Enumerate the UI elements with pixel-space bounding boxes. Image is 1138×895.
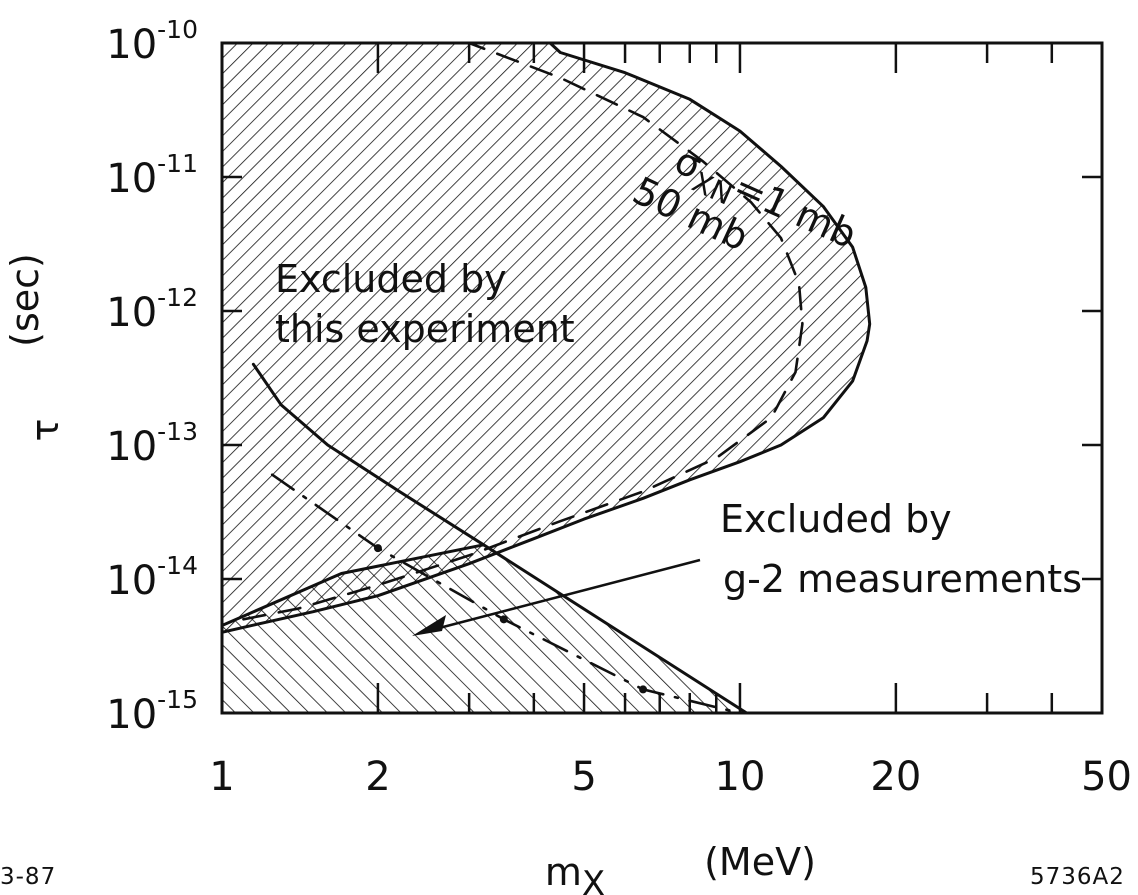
x-tick-labels: 1 2 5 10 20 50 (209, 754, 1132, 800)
series-line-4 (251, 362, 486, 547)
x-tick-label: 20 (870, 754, 921, 800)
excluded-g2-area (222, 544, 747, 713)
axis-ticks (220, 41, 1104, 715)
y-tick-label: 10-15 (106, 685, 198, 738)
y-tick-label: 10-12 (106, 283, 198, 336)
excluded-g2-line2: g-2 measurements (723, 557, 1082, 601)
series-line-2 (222, 543, 749, 713)
region-experiment (222, 43, 870, 633)
y-axis-unit: (sec) (3, 253, 47, 347)
x-tick-label: 50 (1081, 754, 1132, 800)
y-tick-label: 10-10 (106, 15, 198, 68)
excluded-experiment-line2: this experiment (275, 307, 575, 351)
series-marker (499, 615, 508, 624)
series-marker (373, 544, 382, 553)
x-tick-label: 5 (571, 754, 596, 800)
plot-frame (220, 41, 1104, 715)
series-markers (373, 544, 648, 694)
excluded-g2-line1: Excluded by (720, 497, 952, 541)
series-line-1 (242, 43, 804, 621)
series-marker (639, 685, 648, 694)
y-axis-label: τ (sec) (3, 253, 67, 441)
x-tick-label: 1 (209, 754, 234, 800)
x-tick-label: 10 (715, 754, 766, 800)
y-tick-label: 10-14 (106, 551, 198, 604)
footer-date: 3-87 (0, 864, 57, 890)
series-line-0 (222, 43, 872, 634)
y-tick-labels: 10-10 10-11 10-12 10-13 10-14 10-15 (106, 15, 198, 738)
excluded-experiment-line1: Excluded by (275, 257, 507, 301)
footer-figure-code: 5736A2 (1030, 864, 1125, 890)
excluded-experiment-area (222, 43, 870, 633)
x-axis-symbol: mX (545, 850, 605, 895)
y-tick-label: 10-11 (106, 149, 198, 202)
g2-pointer-arrow (412, 558, 701, 636)
region-g2 (222, 544, 747, 713)
x-axis-label: mX (MeV) (545, 840, 816, 895)
x-axis-unit: (MeV) (704, 840, 816, 884)
x-tick-label: 2 (365, 754, 390, 800)
y-tick-label: 10-13 (106, 417, 198, 470)
y-axis-symbol: τ (23, 419, 67, 442)
